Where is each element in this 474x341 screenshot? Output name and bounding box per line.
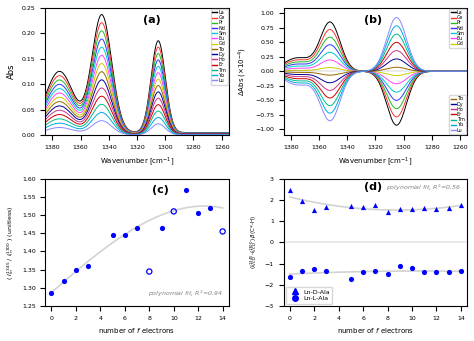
Point <box>286 188 293 193</box>
Point <box>133 225 141 231</box>
Point <box>433 269 440 275</box>
Point <box>207 205 214 210</box>
X-axis label: number of $f$ electrons: number of $f$ electrons <box>99 326 176 336</box>
Point <box>219 229 227 234</box>
Point <box>194 210 202 216</box>
Point <box>408 207 416 212</box>
Point <box>445 206 453 211</box>
X-axis label: Wavenumber [cm$^{-1}$]: Wavenumber [cm$^{-1}$] <box>338 155 412 168</box>
Point <box>170 209 178 214</box>
Point <box>121 232 128 238</box>
Text: polynomial fit, $R^2$=0.56: polynomial fit, $R^2$=0.56 <box>386 182 462 193</box>
Legend: Ln-D-Ala, Ln-L-Ala: Ln-D-Ala, Ln-L-Ala <box>286 287 332 304</box>
Point <box>182 187 190 192</box>
Point <box>286 275 293 280</box>
Point <box>396 263 403 268</box>
Point <box>420 269 428 275</box>
Y-axis label: Abs: Abs <box>8 64 17 79</box>
Point <box>457 268 465 274</box>
Text: polynomial fit, $R^2$=0.94: polynomial fit, $R^2$=0.94 <box>148 288 223 298</box>
Point <box>323 268 330 274</box>
Point <box>372 268 379 274</box>
Point <box>408 265 416 271</box>
Point <box>72 267 80 272</box>
Point <box>384 271 392 277</box>
X-axis label: Wavenumber [cm$^{-1}$]: Wavenumber [cm$^{-1}$] <box>100 155 174 168</box>
Point <box>347 204 355 209</box>
Point <box>84 263 92 269</box>
Point <box>396 207 403 212</box>
Point <box>60 278 67 283</box>
Point <box>310 266 318 272</box>
Legend: La, Ce, Pr, Nd, Sm, Eu, Gd, Tb, Dy, Ho, Er, Tm, Yb, Lu: La, Ce, Pr, Nd, Sm, Eu, Gd, Tb, Dy, Ho, … <box>211 9 228 85</box>
Point <box>298 268 306 274</box>
Legend: Tb, Dy, Ho, Er, Tm, Yb, Lu: Tb, Dy, Ho, Er, Tm, Yb, Lu <box>449 95 466 134</box>
Point <box>457 203 465 208</box>
Point <box>372 203 379 208</box>
Point <box>445 269 453 275</box>
Point <box>146 269 153 274</box>
Point <box>384 209 392 214</box>
Point <box>433 207 440 212</box>
Text: (a): (a) <box>143 15 160 25</box>
Point <box>158 225 165 231</box>
Text: (b): (b) <box>365 15 383 25</box>
Point <box>359 269 367 275</box>
X-axis label: number of $f$ electrons: number of $f$ electrons <box>337 326 414 336</box>
Y-axis label: ($I_{VCD}^{1345}$-$I_{VCD}^{1300}$) $\beta$(C*-H): ($I_{VCD}^{1345}$-$I_{VCD}^{1300}$) $\be… <box>248 216 259 269</box>
Text: (d): (d) <box>365 182 383 192</box>
Point <box>298 198 306 204</box>
Point <box>323 205 330 210</box>
Point <box>48 291 55 296</box>
Y-axis label: $\Delta$Abs ($\times$10$^{-4}$): $\Delta$Abs ($\times$10$^{-4}$) <box>237 47 249 96</box>
Point <box>310 208 318 213</box>
Point <box>347 276 355 281</box>
Point <box>109 232 117 238</box>
Point <box>359 205 367 210</box>
Point <box>420 206 428 211</box>
Y-axis label: ( $I_{ln}^{1345}$ / $I_{ln}^{1300}$ ) (unitless): ( $I_{ln}^{1345}$ / $I_{ln}^{1300}$ ) (u… <box>6 205 17 280</box>
Text: (c): (c) <box>152 185 169 195</box>
